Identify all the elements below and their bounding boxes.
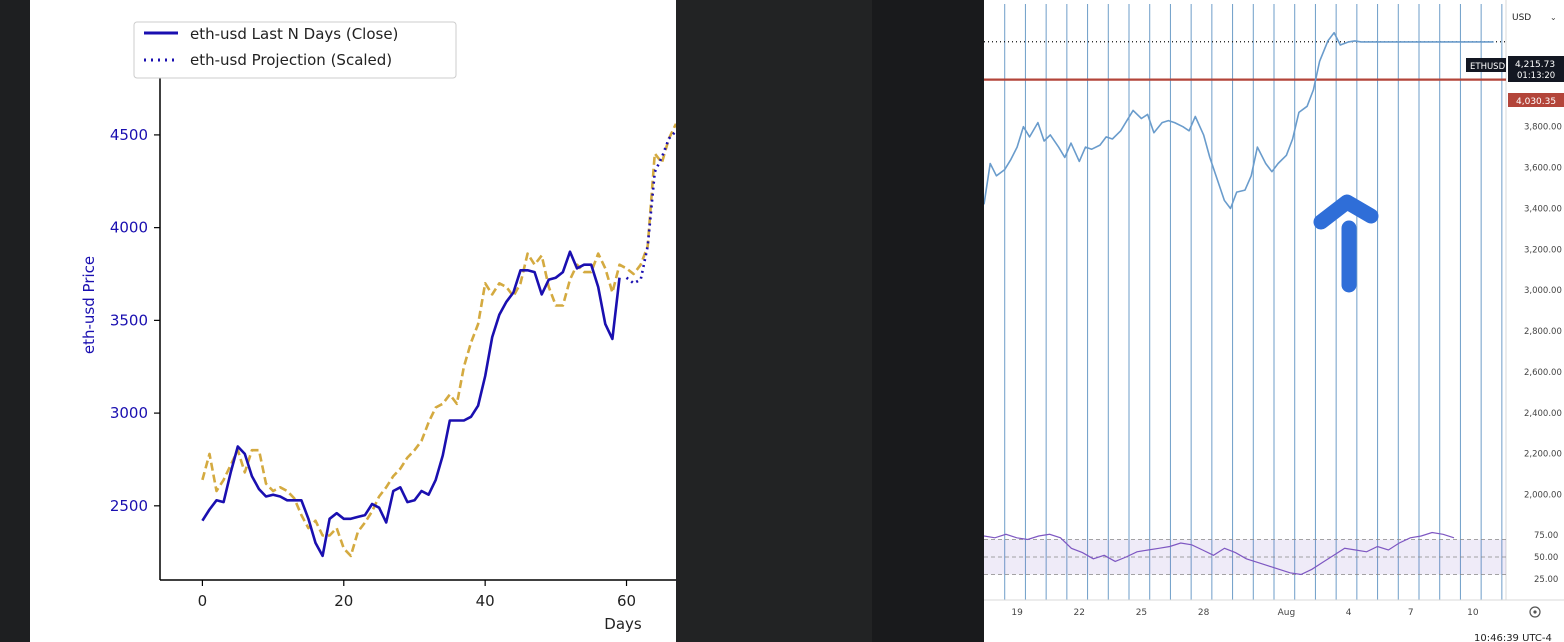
price-tick-label: 3,800.00 xyxy=(1524,123,1562,133)
legend-label-close: eth-usd Last N Days (Close) xyxy=(190,25,398,43)
eth-price-projection-chart: 2500 3000 3500 4000 4500 0 20 40 60 Days eth-us… xyxy=(80,21,676,633)
x-tick-label: 0 xyxy=(198,592,208,610)
x-axis-label: Days xyxy=(604,615,642,633)
date-tick-label: 7 xyxy=(1408,608,1414,618)
y-tick-label: 4000 xyxy=(110,219,148,237)
scaled-comparison-series-line xyxy=(201,123,676,558)
date-tick-label: Aug xyxy=(1278,608,1296,618)
y-tick-label: 3000 xyxy=(110,404,148,422)
symbol-label: ETHUSD xyxy=(1470,62,1506,72)
projection-series-line xyxy=(625,130,676,285)
symbol-price-tag: ETHUSD 4,215.73 01:13:20 xyxy=(1466,56,1564,82)
price-tick-label: 2,000.00 xyxy=(1524,491,1562,501)
ethusd-trading-chart[interactable]: 2,000.00 2,200.00 2,400.00 2,600.00 2,800.00… xyxy=(984,0,1564,642)
price-tick-label: 3,000.00 xyxy=(1524,286,1562,296)
currency-selector[interactable]: USD ⌄ xyxy=(1512,13,1557,23)
y-axis-label: eth-usd Price xyxy=(80,256,98,354)
price-tick-label: 3,400.00 xyxy=(1524,204,1562,214)
x-tick-label: 40 xyxy=(476,592,495,610)
date-tick-label: 19 xyxy=(1011,608,1023,618)
date-tick-label: 10 xyxy=(1467,608,1479,618)
rsi-settings[interactable] xyxy=(1529,606,1541,618)
rsi-line xyxy=(984,531,1455,576)
price-tick-label: 2,800.00 xyxy=(1524,327,1562,337)
x-tick-label: 20 xyxy=(334,592,353,610)
legend: eth-usd Last N Days (Close) eth-usd Proj… xyxy=(133,21,457,79)
time-status: 10:46:39 UTC-4 xyxy=(1474,633,1552,642)
currency-label[interactable]: USD xyxy=(1512,13,1531,23)
date-tick-label: 22 xyxy=(1074,608,1085,618)
close-series-line xyxy=(201,250,621,558)
gear-icon[interactable] xyxy=(1529,606,1541,618)
countdown-label: 01:13:20 xyxy=(1517,71,1555,81)
rsi-tick-label: 25.00 xyxy=(1534,575,1558,585)
price-tick-label: 2,400.00 xyxy=(1524,409,1562,419)
matplotlib-chart-panel: 2500 3000 3500 4000 4500 0 20 40 60 Days eth-us… xyxy=(30,0,676,642)
legend-label-projection: eth-usd Projection (Scaled) xyxy=(190,51,392,69)
price-tick-label: 2,200.00 xyxy=(1524,450,1562,460)
date-tick-label: 25 xyxy=(1136,608,1147,618)
chevron-down-icon[interactable]: ⌄ xyxy=(1550,13,1557,22)
date-tick-label: 4 xyxy=(1346,608,1352,618)
rsi-tick-label: 50.00 xyxy=(1534,553,1558,563)
date-tick-label: 28 xyxy=(1198,608,1210,618)
trading-chart-panel: 2,000.00 2,200.00 2,400.00 2,600.00 2,800.00… xyxy=(984,0,1564,642)
background-gap-2 xyxy=(872,0,984,642)
up-arrow-annotation xyxy=(1313,194,1379,293)
y-tick-label: 4500 xyxy=(110,126,148,144)
hline-price-tag: 4,030.35 xyxy=(1508,93,1564,107)
x-tick-label: 60 xyxy=(617,592,636,610)
price-tick-label: 2,600.00 xyxy=(1524,368,1562,378)
ethusd-price-line xyxy=(984,31,1494,210)
rsi-tick-label: 75.00 xyxy=(1534,531,1558,541)
price-tick-label: 3,600.00 xyxy=(1524,164,1562,174)
hline-price-label: 4,030.35 xyxy=(1516,97,1556,107)
y-tick-label: 2500 xyxy=(110,497,148,515)
price-tick-label: 3,200.00 xyxy=(1524,245,1562,255)
last-price-label: 4,215.73 xyxy=(1515,60,1555,70)
background-gap xyxy=(676,0,872,642)
y-tick-label: 3500 xyxy=(110,311,148,329)
